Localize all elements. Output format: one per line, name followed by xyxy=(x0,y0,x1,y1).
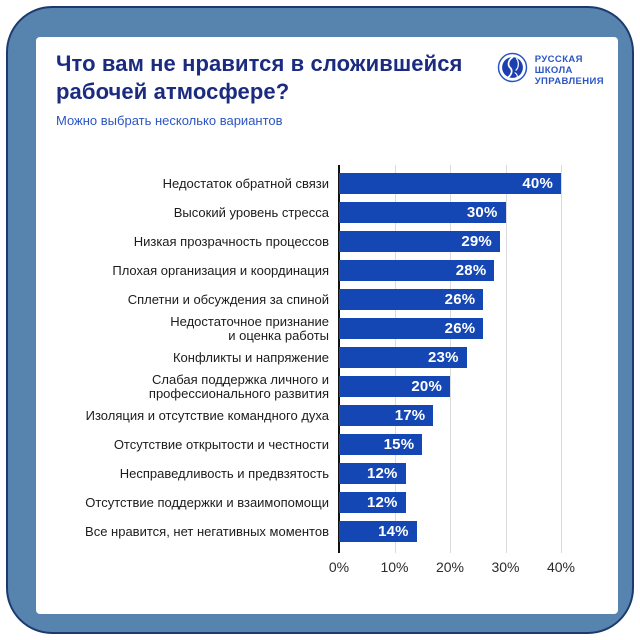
category-label: Все нравится, нет негативных моментов xyxy=(85,523,329,539)
brand-logo-line: РУССКАЯ xyxy=(534,53,583,65)
category-label: Низкая прозрачность процессов xyxy=(133,233,329,249)
bar-track: 30% xyxy=(339,202,618,223)
chart-row: Плохая организация и координация 28% xyxy=(36,256,618,285)
category-label: Сплетни и обсуждения за спиной xyxy=(127,291,329,307)
bar: 23% xyxy=(339,347,467,368)
category-label: Недостаток обратной связи xyxy=(162,175,329,191)
bar-track: 15% xyxy=(339,434,618,455)
bar-value-label: 30% xyxy=(466,204,498,221)
page-title: Что вам не нравится в сложившейся рабоче… xyxy=(56,51,463,104)
bar: 12% xyxy=(339,492,406,513)
bar: 17% xyxy=(339,405,434,426)
bar: 30% xyxy=(339,202,506,223)
bar-value-label: 28% xyxy=(455,262,487,279)
bar: 14% xyxy=(339,521,417,542)
category-label: Плохая организация и координация xyxy=(112,262,329,278)
bar-value-label: 23% xyxy=(428,349,459,366)
bar-value-label: 15% xyxy=(383,436,415,453)
chart-card: Что вам не нравится в сложившейся рабоче… xyxy=(36,37,618,614)
bar: 26% xyxy=(339,318,484,339)
bar-track: 17% xyxy=(339,405,618,426)
bar-value-label: 40% xyxy=(522,175,553,192)
chart-row: Сплетни и обсуждения за спиной 26% xyxy=(36,285,618,314)
bar-value-label: 29% xyxy=(461,233,492,250)
chart-row: Изоляция и отсутствие командного духа 17% xyxy=(36,401,618,430)
bar: 12% xyxy=(339,463,406,484)
x-tick-label: 40% xyxy=(546,559,576,575)
bar-value-label: 12% xyxy=(366,494,398,511)
brand-logo-line: ШКОЛА xyxy=(534,64,573,76)
x-tick-label: 0% xyxy=(328,559,350,575)
brand-logo: РУССКАЯ ШКОЛА УПРАВЛЕНИЯ xyxy=(497,52,604,88)
bar-value-label: 14% xyxy=(378,523,409,540)
chart-row: Слабая поддержка личного и профессиональ… xyxy=(36,372,618,401)
category-label: Отсутствие поддержки и взаимопомощи xyxy=(85,494,329,510)
bar-track: 20% xyxy=(339,376,618,397)
bar: 15% xyxy=(339,434,423,455)
bar: 40% xyxy=(339,173,561,194)
chart-row: Недостаток обратной связи 40% xyxy=(36,169,618,198)
category-label: Недостаточное признание и оценка работы xyxy=(170,313,329,343)
bar-value-label: 17% xyxy=(394,407,426,424)
bar-track: 12% xyxy=(339,463,618,484)
chart-row: Недостаточное признание и оценка работы 2… xyxy=(36,314,618,343)
category-label: Отсутствие открытости и честности xyxy=(113,436,329,452)
bar-track: 28% xyxy=(339,260,618,281)
bar-value-label: 20% xyxy=(411,378,442,395)
brand-logo-text: РУССКАЯ ШКОЛА УПРАВЛЕНИЯ xyxy=(535,54,604,87)
chart-row: Конфликты и напряжение 23% xyxy=(36,343,618,372)
category-label: Несправедливость и предвзятость xyxy=(119,465,329,481)
bar-chart: Недостаток обратной связи 40% Высокий уров… xyxy=(36,169,618,546)
x-tick-label: 20% xyxy=(435,559,465,575)
category-label: Изоляция и отсутствие командного духа xyxy=(85,407,329,423)
category-label: Высокий уровень стресса xyxy=(173,204,329,220)
page-subtitle: Можно выбрать несколько вариантов xyxy=(56,113,283,128)
bar: 26% xyxy=(339,289,484,310)
x-axis-tick-labels: 0% 10% 20% 30% 40% xyxy=(36,559,618,579)
bar-track: 40% xyxy=(339,173,618,194)
chart-row: Высокий уровень стресса 30% xyxy=(36,198,618,227)
bar: 28% xyxy=(339,260,495,281)
category-label: Конфликты и напряжение xyxy=(172,349,329,365)
bar: 20% xyxy=(339,376,450,397)
x-tick-label: 30% xyxy=(491,559,520,575)
bar-track: 29% xyxy=(339,231,618,252)
bar-track: 26% xyxy=(339,289,618,310)
bar-value-label: 12% xyxy=(366,465,398,482)
chart-row: Несправедливость и предвзятость 12% xyxy=(36,459,618,488)
bar-track: 12% xyxy=(339,492,618,513)
brand-logo-line: УПРАВЛЕНИЯ xyxy=(534,75,604,87)
chart-row: Низкая прозрачность процессов 29% xyxy=(36,227,618,256)
bar-value-label: 26% xyxy=(444,291,476,308)
bar: 29% xyxy=(339,231,500,252)
bar-track: 26% xyxy=(339,318,618,339)
chart-row: Все нравится, нет негативных моментов 14% xyxy=(36,517,618,546)
globe-logo-icon xyxy=(497,52,528,88)
chart-row: Отсутствие поддержки и взаимопомощи 12% xyxy=(36,488,618,517)
bar-value-label: 26% xyxy=(444,320,476,337)
bar-track: 23% xyxy=(339,347,618,368)
category-label: Слабая поддержка личного и профессиональ… xyxy=(148,371,329,401)
chart-row: Отсутствие открытости и честности 15% xyxy=(36,430,618,459)
x-tick-label: 10% xyxy=(380,559,409,575)
bar-track: 14% xyxy=(339,521,618,542)
